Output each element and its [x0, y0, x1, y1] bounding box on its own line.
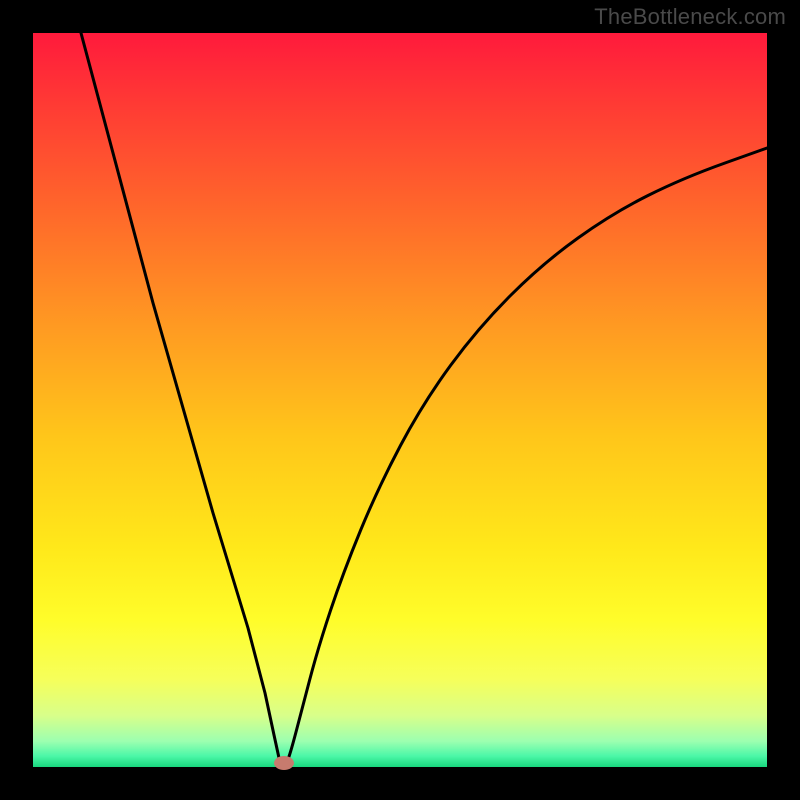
trough-marker: [274, 756, 294, 770]
chart-container: TheBottleneck.com: [0, 0, 800, 800]
bottleneck-curve: [33, 33, 767, 767]
watermark-text: TheBottleneck.com: [594, 4, 786, 30]
